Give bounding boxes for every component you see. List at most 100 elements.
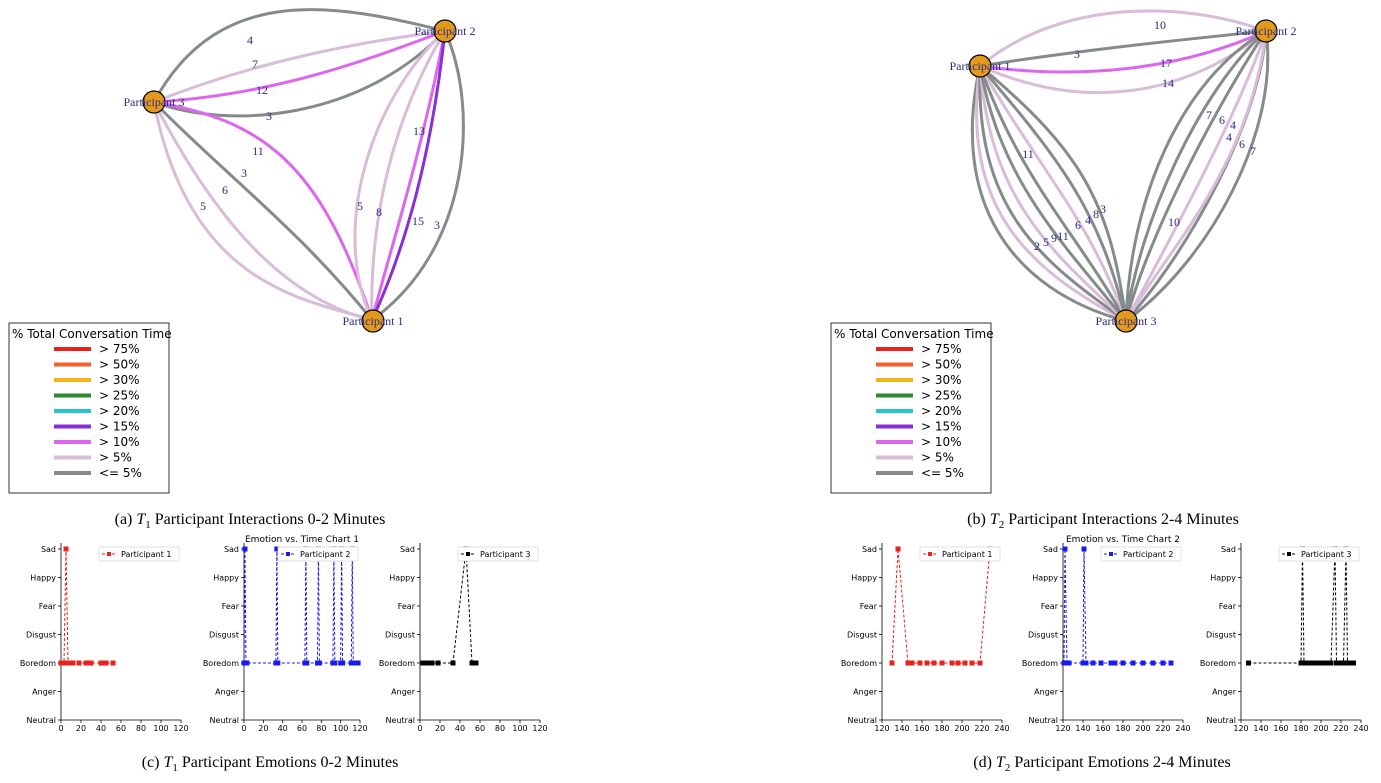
- y-tick-label: Disgust: [1028, 631, 1058, 640]
- data-point: [350, 660, 356, 666]
- x-tick-label: 120: [173, 724, 188, 733]
- data-point: [1150, 660, 1156, 666]
- edge-weight-label: 6: [222, 183, 228, 197]
- edge-weight-label: 3: [241, 166, 247, 180]
- x-tick-label: 200: [954, 724, 969, 733]
- y-tick-label: Anger: [853, 688, 878, 697]
- data-point: [1083, 660, 1089, 666]
- chart-legend-box: [98, 546, 180, 562]
- caption-variable: T: [990, 511, 1000, 528]
- x-tick-label: 120: [532, 724, 547, 733]
- chart-legend-marker: [107, 552, 111, 556]
- data-point: [1308, 660, 1314, 666]
- legend-item-label: > 30%: [921, 373, 962, 387]
- data-point: [1120, 660, 1126, 666]
- x-tick-label: 20: [258, 724, 268, 733]
- legend-box: [8, 322, 170, 494]
- x-tick-label: 180: [934, 724, 949, 733]
- chart-legend-box: [277, 546, 359, 562]
- x-tick-label: 0: [417, 724, 422, 733]
- y-tick-label: Happy: [851, 574, 877, 583]
- legend-item-label: > 10%: [921, 435, 962, 449]
- legend-item-label: <= 5%: [99, 466, 142, 480]
- network-edge-14: [1124, 29, 1268, 322]
- legend-item-label: > 30%: [99, 373, 140, 387]
- chart-legend-label: Participant 1: [942, 550, 992, 559]
- caption-text: Participant Emotions 2-4 Minutes: [1010, 754, 1230, 771]
- edge-weight-label: 7: [1250, 144, 1256, 158]
- data-point: [889, 660, 895, 666]
- data-point: [1303, 660, 1309, 666]
- chart-legend-marker: [466, 552, 470, 556]
- data-point: [275, 660, 281, 666]
- legend-box: [830, 322, 992, 494]
- data-point: [76, 660, 82, 666]
- x-tick-label: 80: [136, 724, 146, 733]
- y-tick-label: Sad: [1043, 545, 1058, 554]
- data-point: [1347, 660, 1353, 666]
- emotion-charts: Neutral Anger Boredom Disgust Fear Happy Sad 0 2…: [20, 535, 1369, 733]
- data-point: [895, 546, 901, 552]
- data-point: [355, 660, 361, 666]
- edge-weight-label: 2: [1034, 239, 1040, 253]
- data-point: [242, 546, 248, 552]
- participant-node-label: Participant 2: [415, 24, 476, 38]
- network-edge-1: [153, 29, 446, 104]
- participant-node-label: Participant 1: [950, 59, 1011, 73]
- x-tick-label: 240: [1353, 724, 1368, 733]
- chart-title: Emotion vs. Time Chart 1: [245, 535, 359, 545]
- x-tick-label: 0: [58, 724, 63, 733]
- y-tick-label: Anger: [1212, 688, 1237, 697]
- x-tick-label: 160: [1273, 724, 1288, 733]
- x-tick-label: 220: [1155, 724, 1170, 733]
- y-tick-label: Boredom: [1200, 659, 1236, 668]
- data-point: [1108, 660, 1114, 666]
- x-tick-label: 120: [352, 724, 367, 733]
- y-tick-label: Disgust: [847, 631, 877, 640]
- data-point: [61, 660, 67, 666]
- data-point: [1130, 660, 1136, 666]
- x-tick-label: 160: [914, 724, 929, 733]
- data-point: [1313, 660, 1319, 666]
- caption-prefix: (d): [973, 754, 996, 771]
- x-tick-label: 240: [994, 724, 1009, 733]
- network-edge-15: [1124, 30, 1268, 322]
- data-point: [425, 660, 431, 666]
- y-tick-label: Sad: [1221, 545, 1236, 554]
- network-edge-0: [979, 9, 1267, 68]
- y-tick-label: Fear: [1041, 602, 1059, 611]
- data-point: [1318, 660, 1324, 666]
- y-tick-label: Sad: [862, 545, 877, 554]
- x-tick-label: 40: [455, 724, 465, 733]
- network-edge-11: [978, 65, 1128, 322]
- data-point: [98, 660, 104, 666]
- data-point: [939, 660, 945, 666]
- edge-weight-label: 10: [1154, 18, 1166, 32]
- data-point: [1061, 660, 1067, 666]
- data-point: [435, 660, 441, 666]
- data-point: [429, 660, 435, 666]
- y-tick-label: Anger: [32, 688, 57, 697]
- edge-weight-label: 4: [1085, 213, 1091, 227]
- y-tick-label: Sad: [224, 545, 239, 554]
- chart-legend-marker: [928, 552, 932, 556]
- network-edge-18: [1125, 30, 1270, 323]
- edge-weight-label: 10: [1168, 215, 1180, 229]
- edge-weight-label: 5: [357, 199, 363, 213]
- data-point: [1160, 660, 1166, 666]
- edge-weight-label: 12: [256, 83, 268, 97]
- series-line: [1063, 548, 1171, 664]
- series-line: [243, 548, 359, 664]
- data-point: [949, 660, 955, 666]
- emotion-chart-2: Neutral Anger Boredom Disgust Fear Happy Sad 0 2…: [379, 543, 548, 733]
- network-edge-7: [978, 65, 1128, 323]
- network-edge-9: [978, 65, 1128, 322]
- legend-item-label: > 75%: [99, 342, 140, 356]
- legend-item-label: > 10%: [99, 435, 140, 449]
- x-tick-label: 120: [1233, 724, 1248, 733]
- series-line: [891, 548, 991, 664]
- edge-weight-label: 3: [1100, 202, 1106, 216]
- x-tick-label: 220: [974, 724, 989, 733]
- data-point: [1098, 660, 1104, 666]
